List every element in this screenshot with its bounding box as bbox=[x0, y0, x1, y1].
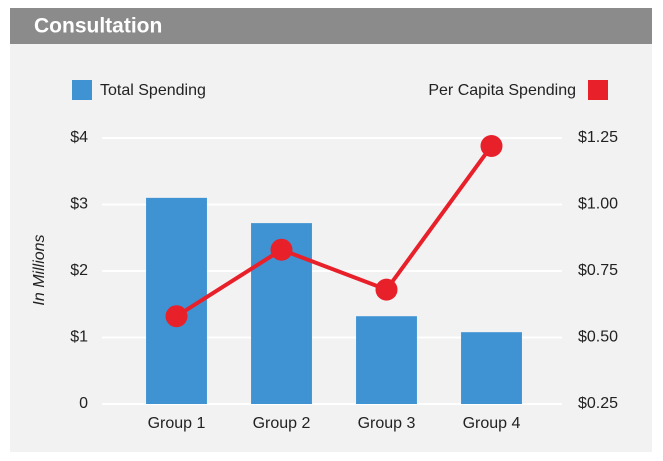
bar bbox=[461, 332, 522, 404]
bar bbox=[356, 316, 417, 404]
y2-tick-label: $1.25 bbox=[578, 129, 618, 146]
x-tick-label: Group 1 bbox=[148, 415, 206, 432]
y-axis-label: In Millions bbox=[31, 234, 48, 305]
y2-tick-label: $0.50 bbox=[578, 329, 618, 346]
panel bbox=[10, 44, 652, 452]
y-tick-label: $4 bbox=[70, 129, 88, 146]
legend-label: Total Spending bbox=[100, 82, 206, 99]
y-tick-label: 0 bbox=[79, 395, 88, 412]
y-tick-label: $2 bbox=[70, 262, 88, 279]
line-point bbox=[375, 278, 398, 301]
x-tick-label: Group 4 bbox=[463, 415, 521, 432]
chart-title: Consultation bbox=[34, 15, 162, 38]
legend-swatch bbox=[588, 80, 608, 100]
y2-tick-label: $1.00 bbox=[578, 196, 618, 213]
header-bar bbox=[10, 8, 652, 44]
line bbox=[175, 144, 494, 318]
x-tick-label: Group 2 bbox=[253, 415, 311, 432]
line-point bbox=[165, 305, 188, 328]
x-tick-label: Group 3 bbox=[358, 415, 416, 432]
y-tick-label: $1 bbox=[70, 329, 88, 346]
y-tick-label: $3 bbox=[70, 196, 88, 213]
y2-tick-label: $0.75 bbox=[578, 262, 618, 279]
bar bbox=[146, 197, 207, 404]
legend-label: Per Capita Spending bbox=[428, 82, 576, 99]
line-point bbox=[480, 134, 503, 157]
legend-swatch bbox=[72, 80, 92, 100]
line-point bbox=[270, 238, 293, 261]
y2-tick-label: $0.25 bbox=[578, 395, 618, 412]
